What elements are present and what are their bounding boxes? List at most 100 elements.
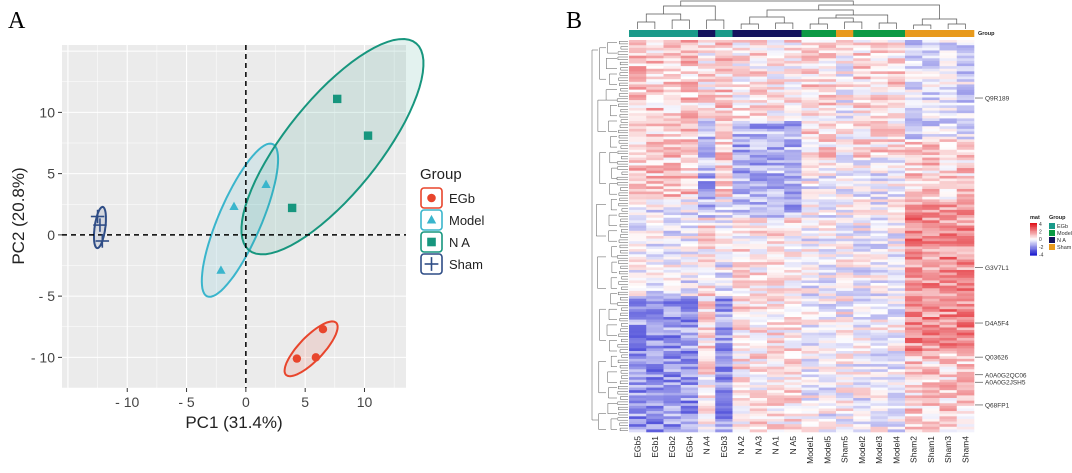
heatmap-cell: [836, 256, 854, 260]
heatmap-cell: [853, 154, 871, 158]
pca-legend-marker-model: [426, 214, 437, 224]
heatmap-cell: [887, 424, 906, 428]
heatmap-cell: [939, 269, 958, 273]
heatmap-cell: [853, 384, 871, 388]
heatmap-cell: [784, 128, 802, 132]
heatmap-cell: [956, 382, 975, 386]
dendrogram-branch: [617, 182, 628, 186]
heatmap-cell: [698, 390, 716, 394]
heatmap-cell: [784, 408, 802, 412]
heatmap-cell: [732, 343, 751, 347]
heatmap-cell: [870, 79, 889, 83]
heatmap-cell: [870, 269, 889, 273]
heatmap-cell: [749, 233, 768, 237]
heatmap-cell: [698, 311, 716, 315]
dendrogram-branch: [607, 403, 617, 414]
heatmap-cell: [732, 73, 751, 77]
heatmap-cell: [663, 283, 682, 286]
heatmap-cell: [801, 236, 820, 239]
heatmap-cell: [680, 416, 699, 420]
heatmap-cell: [922, 400, 940, 404]
heatmap-cell: [887, 188, 906, 192]
heatmap-cell: [629, 194, 647, 198]
heatmap-cell: [767, 405, 785, 409]
heatmap-cell: [853, 413, 871, 417]
heatmap-cell: [784, 152, 802, 156]
heatmap-cell: [663, 194, 682, 198]
heatmap-cell: [784, 105, 802, 109]
heatmap-cell: [749, 374, 768, 378]
heatmap-cell: [715, 408, 733, 412]
heatmap-cell: [836, 233, 854, 237]
heatmap-cell: [870, 298, 889, 302]
heatmap-cell: [680, 149, 699, 153]
heatmap-cell: [922, 418, 940, 422]
heatmap-cell: [784, 298, 802, 302]
heatmap-cell: [818, 194, 837, 198]
heatmap-cell: [922, 121, 940, 124]
heatmap-cell: [956, 392, 975, 396]
heatmap-cell: [715, 107, 733, 111]
heatmap-cell: [698, 102, 716, 106]
heatmap-cell: [715, 194, 733, 198]
heatmap-cell: [663, 188, 682, 192]
heatmap-cell: [715, 256, 733, 260]
heatmap-cell: [715, 400, 733, 404]
dendrogram-branch: [598, 413, 606, 430]
heatmap-cell: [922, 220, 940, 224]
heatmap-cell: [663, 377, 682, 381]
heatmap-cell: [680, 371, 699, 375]
heatmap-cell: [767, 293, 785, 297]
group-legend-swatch-na: [1049, 237, 1055, 243]
heatmap-cell: [939, 324, 958, 328]
heatmap-cell: [767, 269, 785, 273]
heatmap-cell: [836, 128, 854, 132]
heatmap-cell: [853, 335, 871, 339]
dendrogram-branch: [749, 16, 785, 24]
heatmap-cell: [698, 170, 716, 174]
heatmap-cell: [749, 254, 768, 258]
heatmap-cell: [680, 128, 699, 132]
heatmap-cell: [663, 262, 682, 266]
heatmap-cell: [818, 152, 837, 156]
heatmap-cell: [715, 220, 733, 224]
heatmap-cell: [870, 134, 889, 137]
heatmap-cell: [767, 238, 785, 242]
heatmap-cell: [732, 50, 751, 54]
heatmap-cell: [922, 194, 940, 198]
heatmap-cell: [836, 254, 854, 258]
heatmap-cell: [870, 293, 889, 297]
heatmap-cell: [922, 136, 940, 140]
heatmap-cell: [956, 126, 975, 130]
heatmap-cell: [680, 71, 699, 75]
dendrogram-branch: [621, 323, 628, 327]
heatmap-cell: [836, 403, 854, 407]
heatmap-cell: [818, 71, 837, 75]
heatmap-cell: [818, 68, 837, 72]
heatmap-cell: [698, 136, 716, 140]
heatmap-cell: [663, 358, 682, 362]
heatmap-cell: [905, 275, 923, 279]
heatmap-cell: [836, 71, 854, 75]
heatmap-cell: [939, 243, 958, 247]
heatmap-cell: [853, 228, 871, 232]
heatmap-cell: [956, 283, 975, 286]
heatmap-cell: [887, 384, 906, 388]
heatmap-cell: [818, 275, 837, 279]
heatmap-cell: [922, 382, 940, 386]
heatmap-cell: [784, 71, 802, 75]
heatmap-cell: [870, 170, 889, 174]
heatmap-cell: [629, 186, 647, 190]
heatmap-cell: [784, 136, 802, 140]
dendrogram-branch: [620, 250, 628, 254]
heatmap-cell: [922, 154, 940, 158]
heatmap-cell: [698, 194, 716, 198]
row-label: Q68FP1: [985, 402, 1010, 409]
heatmap-cell: [646, 181, 664, 185]
dendrogram-branch: [617, 302, 628, 306]
heatmap-cell: [801, 303, 820, 307]
heatmap-cell: [749, 330, 768, 333]
heatmap-cell: [853, 63, 871, 67]
heatmap-cell: [887, 280, 906, 284]
heatmap-cell: [887, 408, 906, 412]
